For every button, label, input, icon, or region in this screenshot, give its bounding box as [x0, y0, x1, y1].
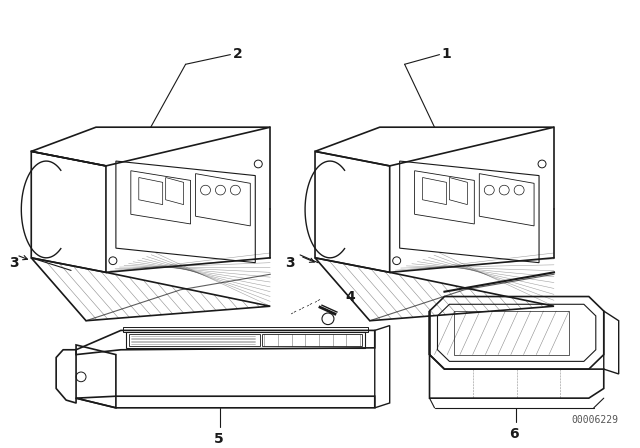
Text: 3: 3 — [10, 256, 19, 270]
Text: 3: 3 — [285, 256, 295, 270]
Text: 1: 1 — [442, 47, 451, 60]
Text: 2: 2 — [232, 47, 242, 60]
Text: 6: 6 — [509, 427, 519, 441]
Text: 00006229: 00006229 — [572, 415, 619, 425]
Text: 4: 4 — [345, 289, 355, 304]
Text: 5: 5 — [214, 432, 223, 446]
